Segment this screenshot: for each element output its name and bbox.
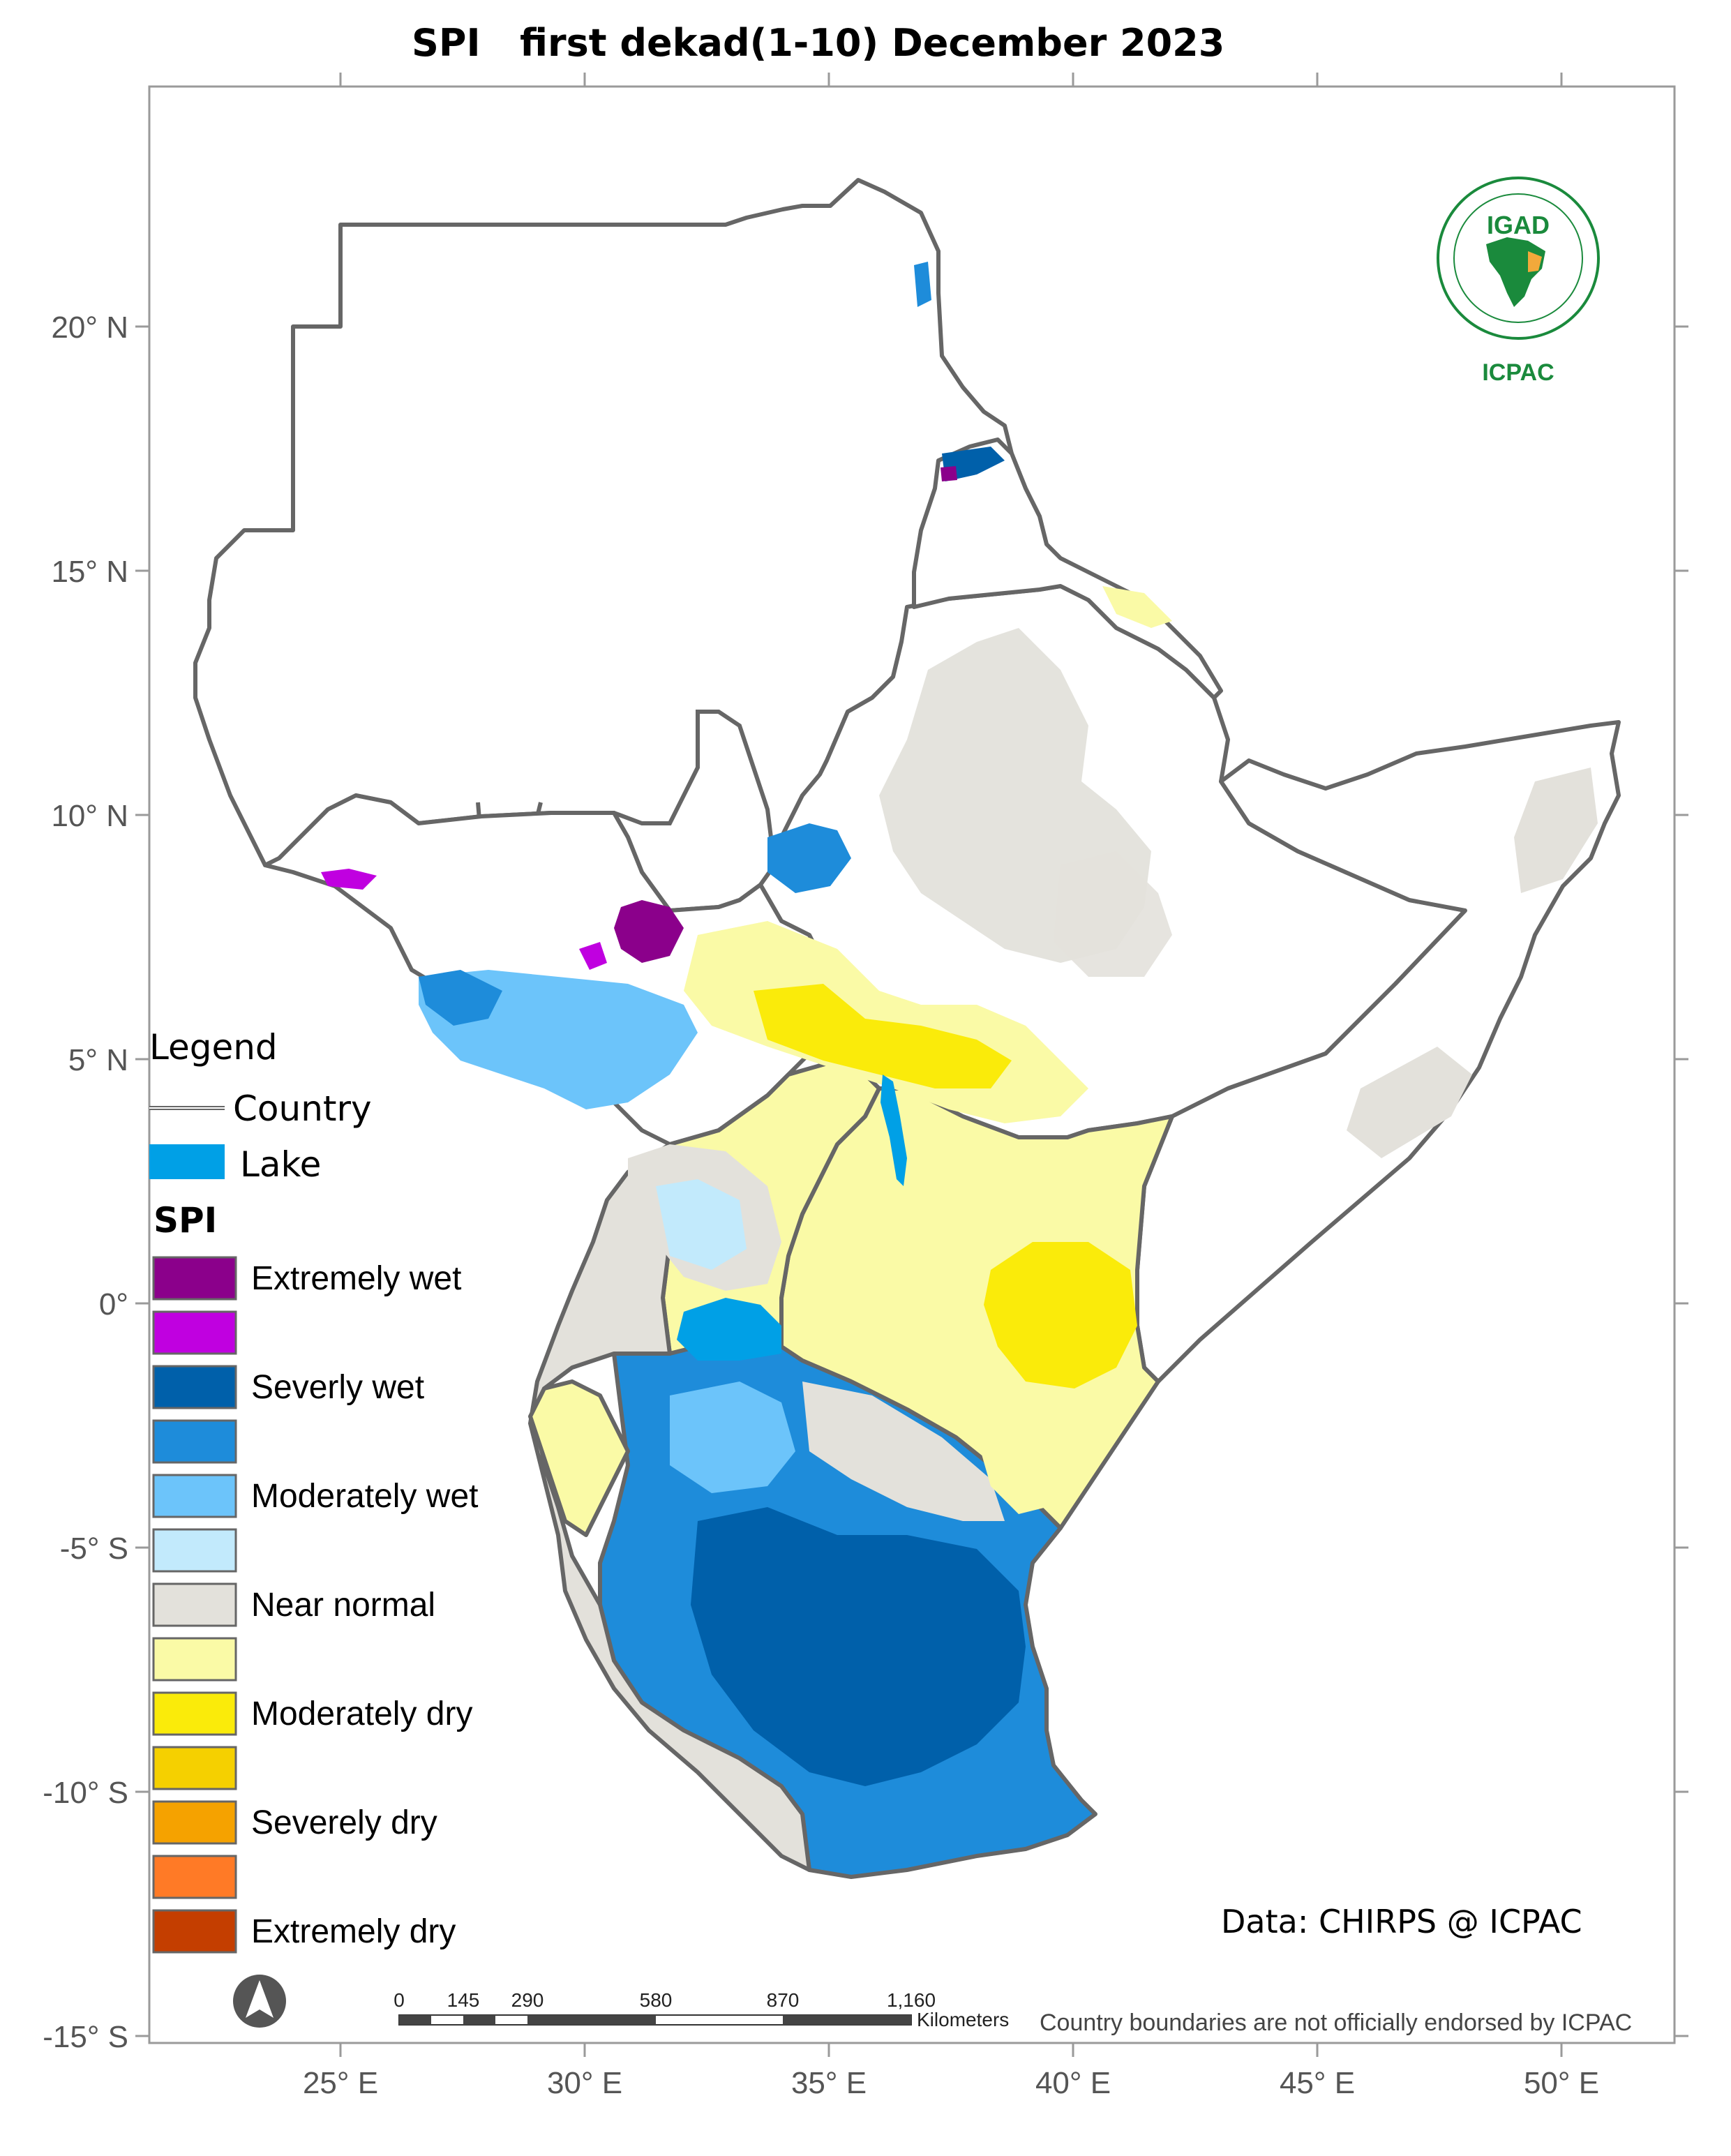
legend-swatch-8 — [152, 1691, 237, 1736]
lon-label-35e: 35° E — [791, 2066, 867, 2100]
lat-label-20n: 20° N — [51, 310, 128, 345]
lat-label-15n: 15° N — [51, 555, 128, 589]
lon-label-25e: 25° E — [303, 2066, 378, 2100]
legend-lake-label: Lake — [240, 1144, 321, 1185]
lat-label-10n: 10° N — [51, 799, 128, 833]
region-inner-boundary-2 — [613, 710, 777, 866]
lake-victoria — [677, 1298, 781, 1361]
patch-severely-wet-tanzania — [691, 1507, 1026, 1786]
legend-swatch-11 — [152, 1855, 237, 1899]
legend-swatch-9 — [152, 1746, 237, 1790]
patch-purple-north — [941, 466, 957, 481]
legend-swatch-6 — [152, 1582, 237, 1627]
icpac-logo: IGAD ICPAC — [1437, 177, 1600, 386]
patch-wet-ethiopia-west — [767, 823, 851, 893]
lat-label-5s: -5° S — [60, 1532, 128, 1566]
legend-label-2: Severly wet — [251, 1369, 424, 1406]
tick-marks — [135, 73, 1688, 2057]
disclaimer: Country boundaries are not officially en… — [1040, 2009, 1632, 2036]
map-title: SPI first dekad(1-10) December 2023 — [412, 21, 1225, 65]
patch-moderately-dry-ssudan — [754, 984, 1012, 1088]
africa-map-icon — [1486, 237, 1545, 307]
patch-severe-wet-north — [942, 447, 1005, 481]
legend-label-4: Moderately wet — [251, 1478, 478, 1515]
legend-spi-heading: SPI — [153, 1200, 217, 1241]
patch-purple-west — [321, 869, 377, 890]
legend-swatch-10 — [152, 1800, 237, 1845]
legend-lake-swatch — [149, 1144, 225, 1179]
legend: Legend Country Lake SPI Extremely wet Sev… — [149, 1027, 478, 1954]
lat-label-5n: 5° N — [68, 1043, 128, 1077]
legend-label-6: Near normal — [251, 1587, 435, 1624]
region-eritrea — [912, 437, 1223, 700]
patch-near-normal-somalia — [1514, 768, 1598, 893]
legend-label-8: Moderately dry — [251, 1695, 472, 1732]
legend-label-10: Severely dry — [251, 1804, 437, 1841]
scale-tick-1160: 1,160 — [887, 1989, 936, 2011]
legend-swatch-1 — [152, 1310, 237, 1355]
data-source-label: Data: CHIRPS @ ICPAC — [1221, 1903, 1582, 1940]
scale-tick-290: 290 — [511, 1989, 544, 2011]
patch-light-dry-kenya-coast — [977, 1430, 1061, 1514]
legend-swatch-7 — [152, 1637, 237, 1682]
patch-near-normal-tanzania-ne — [802, 1382, 1005, 1521]
map-frame — [148, 85, 1676, 2044]
patch-wet-far-north — [914, 262, 931, 307]
legend-heading: Legend — [149, 1027, 278, 1068]
logo-inner-ring-icon — [1453, 193, 1583, 323]
scale-tick-0: 0 — [394, 1989, 405, 2011]
scale-tick-145: 145 — [447, 1989, 480, 2011]
patch-moderately-dry-kenya — [984, 1242, 1137, 1388]
legend-classes: Extremely wet Severly wet Moderately wet Ne… — [152, 1256, 478, 1954]
patch-near-normal-ethiopia-east — [1054, 851, 1172, 977]
logo-bottom-text: ICPAC — [1482, 359, 1554, 386]
legend-swatch-5 — [152, 1528, 237, 1573]
patch-light-wet-uganda — [656, 1179, 747, 1270]
scale-bar: 0 145 290 580 870 1,160 Kilometers — [394, 1989, 1009, 2030]
north-arrow-icon — [233, 1975, 286, 2028]
region-drc — [528, 1142, 811, 1872]
patch-near-normal-somalia-south — [1347, 1047, 1472, 1158]
scale-tick-870: 870 — [767, 1989, 800, 2011]
region-burundi-rwanda — [528, 1379, 630, 1537]
lat-label-15s: -15° S — [43, 2020, 128, 2054]
logo-ring-icon — [1437, 177, 1600, 340]
legend-swatch-12 — [152, 1909, 237, 1954]
patch-extremely-wet-ssudan — [614, 900, 684, 963]
legend-swatch-4 — [152, 1474, 237, 1518]
patch-severe-wet-west-ssudan — [419, 970, 502, 1026]
scale-unit: Kilometers — [917, 2009, 1009, 2030]
patch-light-dry-eritrea — [1102, 586, 1172, 628]
legend-label-0: Extremely wet — [251, 1260, 461, 1297]
legend-country-label: Country — [233, 1088, 372, 1129]
lat-label-10s: -10° S — [43, 1776, 128, 1810]
scale-tick-580: 580 — [640, 1989, 673, 2011]
lake-turkana — [881, 1075, 907, 1186]
logo-top-text: IGAD — [1487, 211, 1550, 239]
lon-label-40e: 40° E — [1035, 2066, 1111, 2100]
patch-extremely-wet-ssudan-2 — [579, 942, 607, 970]
map-content — [193, 178, 1621, 1879]
legend-swatch-2 — [152, 1365, 237, 1409]
legend-swatch-3 — [152, 1419, 237, 1464]
legend-swatch-0 — [152, 1256, 237, 1301]
lat-label-0: 0° — [99, 1287, 128, 1322]
lon-label-50e: 50° E — [1524, 2066, 1599, 2100]
lon-label-45e: 45° E — [1280, 2066, 1355, 2100]
africa-highlight-icon — [1528, 251, 1542, 272]
lon-label-30e: 30° E — [547, 2066, 622, 2100]
patch-moderately-wet-tanzania-west — [670, 1382, 795, 1493]
legend-label-12: Extremely dry — [251, 1913, 456, 1950]
